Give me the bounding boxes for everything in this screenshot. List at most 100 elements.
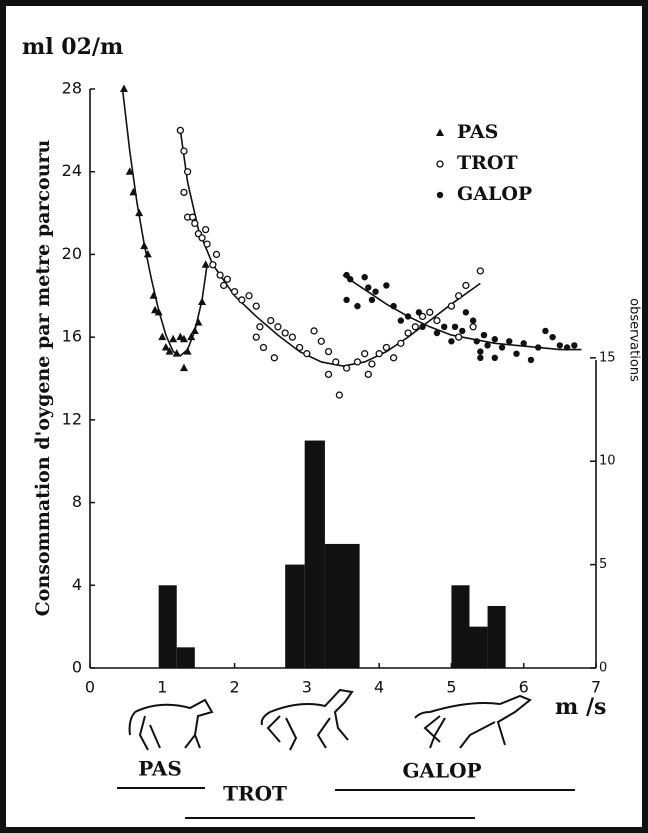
data-point (426, 308, 434, 316)
data-point (448, 338, 455, 345)
data-point (140, 241, 149, 250)
y-axis-label: Consommation d'oygene par metre parcouru (32, 139, 54, 616)
data-point (281, 329, 289, 337)
data-point (198, 297, 207, 305)
data-point (201, 260, 210, 268)
data-point (203, 240, 211, 248)
data-point (353, 358, 362, 366)
y-tick-label: 4 (72, 575, 82, 594)
data-point (212, 250, 221, 259)
data-point (469, 323, 477, 331)
y-tick-label: 20 (62, 244, 82, 263)
x-tick-label: 0 (85, 678, 95, 697)
y-tick-label: 16 (62, 327, 82, 346)
data-point (143, 249, 152, 258)
data-point (462, 281, 470, 290)
data-point (527, 356, 535, 364)
data-point (365, 284, 372, 291)
histogram-bar (324, 543, 360, 668)
data-point (372, 288, 379, 295)
data-point (415, 309, 423, 316)
data-point (149, 291, 158, 299)
data-point (534, 344, 542, 351)
data-point (252, 302, 260, 310)
data-point (397, 339, 405, 347)
data-point (252, 333, 260, 341)
y-tick-label: 28 (62, 79, 82, 98)
data-point (303, 350, 311, 358)
data-point (480, 331, 488, 339)
histogram-bar (451, 585, 470, 668)
legend-marker (436, 160, 444, 168)
chart-title: ml 02/m (22, 34, 123, 60)
data-point (169, 334, 178, 343)
data-point (183, 168, 192, 176)
data-point (506, 338, 513, 345)
data-point (172, 349, 181, 357)
horse-gallop (414, 694, 532, 749)
x-tick-label: 2 (229, 678, 239, 697)
data-point (310, 327, 318, 335)
data-point (295, 343, 304, 352)
data-point (161, 342, 170, 351)
data-point (361, 350, 369, 358)
data-point (477, 348, 484, 355)
legend-label: GALOP (457, 183, 532, 205)
data-point (520, 340, 527, 347)
data-point (455, 292, 463, 300)
data-point (202, 225, 210, 234)
legend-label: PAS (457, 121, 498, 143)
gait-label: GALOP (402, 759, 481, 783)
data-point (317, 337, 325, 345)
data-point (324, 370, 333, 379)
x-axis-label: m /s (555, 694, 606, 720)
data-point (462, 309, 470, 316)
data-point (288, 333, 297, 341)
data-point (571, 342, 578, 349)
data-point (179, 363, 188, 372)
x-tick-label: 4 (374, 678, 384, 697)
data-point (324, 347, 333, 356)
data-point (180, 188, 188, 197)
data-point (484, 342, 491, 349)
data-point (158, 332, 167, 341)
histogram-bar (304, 440, 325, 668)
histogram-bar (469, 626, 488, 668)
data-point (259, 343, 268, 352)
data-point (238, 296, 246, 304)
legend-marker (436, 191, 444, 199)
histogram-bar (158, 585, 177, 668)
data-point (216, 271, 224, 279)
data-point (368, 360, 376, 368)
y2-axis-label: observations (627, 298, 642, 382)
data-point (469, 317, 477, 324)
data-point (347, 276, 354, 283)
data-point (404, 329, 412, 337)
x-tick-label: 7 (591, 678, 601, 697)
x-tick-label: 3 (302, 678, 312, 697)
data-point (191, 219, 199, 228)
data-point (230, 287, 239, 296)
data-point (411, 323, 419, 331)
data-point (335, 391, 344, 399)
data-point (256, 323, 264, 331)
data-point (375, 350, 383, 358)
data-point (455, 333, 463, 341)
data-point (498, 344, 506, 351)
data-point (364, 370, 372, 379)
data-point (343, 296, 350, 304)
data-point (368, 296, 376, 304)
data-point (194, 318, 203, 326)
data-point (198, 234, 206, 242)
data-point (383, 282, 390, 289)
legend-label: TROT (457, 152, 518, 174)
data-point (451, 323, 459, 331)
horse-trot (260, 688, 354, 751)
y2-tick-label: 0 (599, 661, 607, 676)
data-point (187, 332, 196, 341)
data-point (418, 312, 427, 321)
histogram-bar (285, 564, 305, 668)
data-point (129, 187, 138, 196)
data-point (491, 336, 498, 343)
gait-label: PAS (138, 757, 182, 781)
